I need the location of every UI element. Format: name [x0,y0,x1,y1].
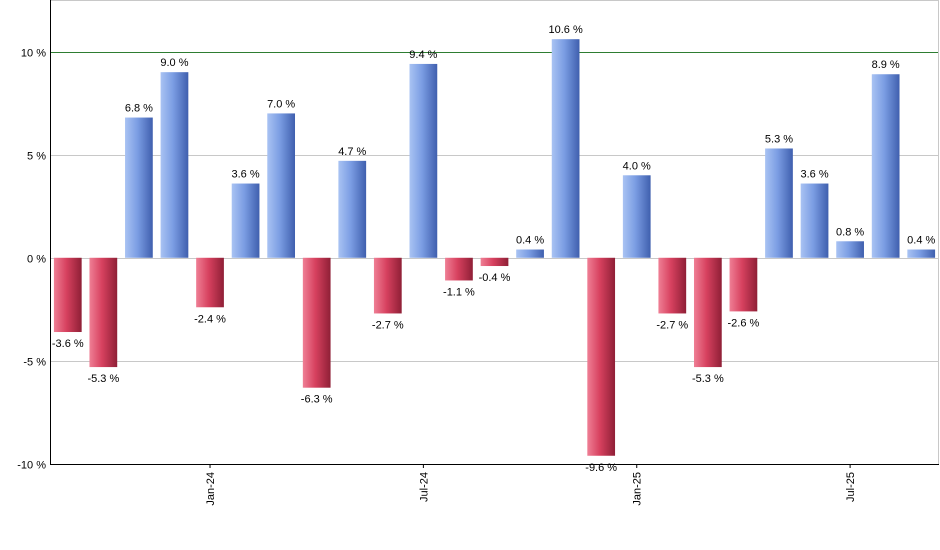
bar [765,148,793,258]
data-label: -0.4 % [479,272,511,284]
bar [373,257,402,314]
labels-layer: -3.6 % -5.3 % 6.8 % 9.0 % -2.4 % 3.6 % 7.0 % -6… [52,24,936,474]
bar [445,257,473,281]
data-label: 7.0 % [267,98,295,110]
y-tick-label: 0 % [27,254,46,266]
bar [231,183,260,258]
data-label: -9.6 % [585,462,617,474]
bar [338,160,367,258]
bar [836,241,864,258]
x-tick-label: Jul-24 [418,472,430,502]
bar [622,175,651,258]
data-label: -6.3 % [301,394,333,406]
data-label: 8.9 % [872,59,900,71]
data-label: 4.7 % [338,146,366,158]
data-label: -2.7 % [656,319,688,331]
bar [267,113,296,258]
bar [125,117,153,258]
data-label: -2.4 % [194,313,226,325]
bar [89,257,118,368]
data-label: -1.1 % [443,286,475,298]
data-label: -2.7 % [372,319,404,331]
bar [800,183,829,258]
data-label: 3.6 % [800,169,828,181]
bar [160,72,189,258]
data-label: -5.3 % [692,373,724,385]
data-label: 5.3 % [765,133,793,145]
data-label: 9.4 % [409,49,437,61]
bar [409,63,438,258]
data-label: 4.0 % [623,160,651,172]
data-label: 0.4 % [907,235,935,247]
bar [693,257,722,368]
data-label: 9.0 % [160,57,188,69]
bar [196,257,224,308]
bar [587,257,616,456]
bar [551,39,580,258]
data-label: -3.6 % [52,338,84,350]
y-tick-label: 5 % [27,151,46,163]
data-label: 10.6 % [548,24,582,36]
y-tick-label: -5 % [23,357,46,369]
y-tick-label: 10 % [21,48,46,60]
x-tick-label: Jul-25 [845,472,857,502]
data-label: -5.3 % [87,373,119,385]
data-label: 0.4 % [516,235,544,247]
bar [302,257,331,388]
bar [907,249,936,258]
x-tick-label: Jan-24 [205,472,217,506]
y-tick-label: -10 % [17,460,46,472]
data-label: 3.6 % [232,169,260,181]
bars-layer [53,39,936,456]
bar [516,249,544,258]
data-label: 6.8 % [125,103,153,115]
bar [480,257,509,267]
bar [871,74,900,258]
data-label: -2.6 % [728,317,760,329]
bar [658,257,687,314]
axis-layer: -10 % -5 % 0 % 5 % 10 % Jan-24 Jul-24 Jan-25 Jul… [17,0,939,506]
bar [53,257,82,333]
data-label: 0.8 % [836,226,864,238]
bar [729,257,758,312]
x-tick-label: Jan-25 [632,472,644,506]
